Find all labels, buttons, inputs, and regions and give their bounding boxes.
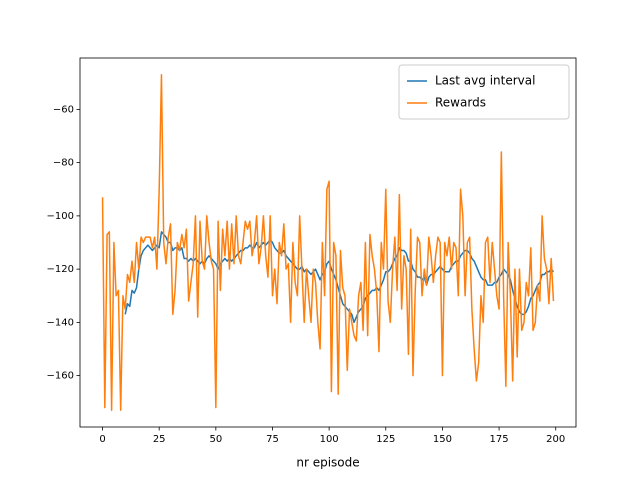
- x-tick-label: 25: [153, 434, 166, 445]
- x-tick-label: 125: [376, 434, 395, 445]
- x-tick-label: 150: [433, 434, 452, 445]
- legend-box: [398, 64, 570, 120]
- x-tick-label: 50: [209, 434, 222, 445]
- x-tick-label: 200: [546, 434, 565, 445]
- y-tick-label: −60: [53, 104, 74, 115]
- x-tick-label: 75: [266, 434, 279, 445]
- legend-label: Last avg interval: [435, 74, 535, 88]
- x-axis-label: nr episode: [296, 456, 359, 470]
- y-tick-label: −100: [47, 211, 74, 222]
- y-tick-label: −140: [47, 317, 74, 328]
- legend-label: Rewards: [435, 96, 486, 110]
- x-tick-label: 175: [490, 434, 509, 445]
- x-tick-label: 100: [320, 434, 339, 445]
- plot-frame: [79, 57, 577, 428]
- y-tick-label: −80: [53, 158, 74, 169]
- series-line: [101, 74, 555, 411]
- y-tick-label: −120: [47, 264, 74, 275]
- x-tick-label: 0: [99, 434, 105, 445]
- y-tick-label: −160: [47, 371, 74, 382]
